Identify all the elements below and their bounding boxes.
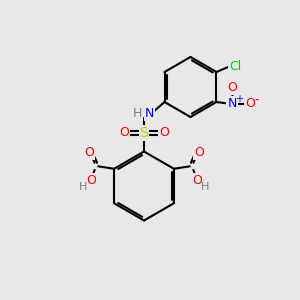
Text: N: N (145, 107, 154, 120)
Text: O: O (119, 126, 129, 140)
Text: O: O (84, 146, 94, 159)
Text: -: - (254, 93, 259, 106)
Text: O: O (159, 126, 169, 140)
Text: O: O (245, 97, 255, 110)
Text: H: H (201, 182, 210, 192)
Text: O: O (86, 174, 96, 187)
Text: S: S (140, 126, 148, 140)
Text: O: O (194, 146, 204, 159)
Text: H: H (78, 182, 87, 192)
Text: O: O (228, 81, 238, 94)
Text: N: N (227, 97, 237, 110)
Text: +: + (235, 94, 243, 104)
Text: Cl: Cl (229, 60, 241, 73)
Text: O: O (192, 174, 202, 187)
Text: H: H (133, 107, 142, 120)
